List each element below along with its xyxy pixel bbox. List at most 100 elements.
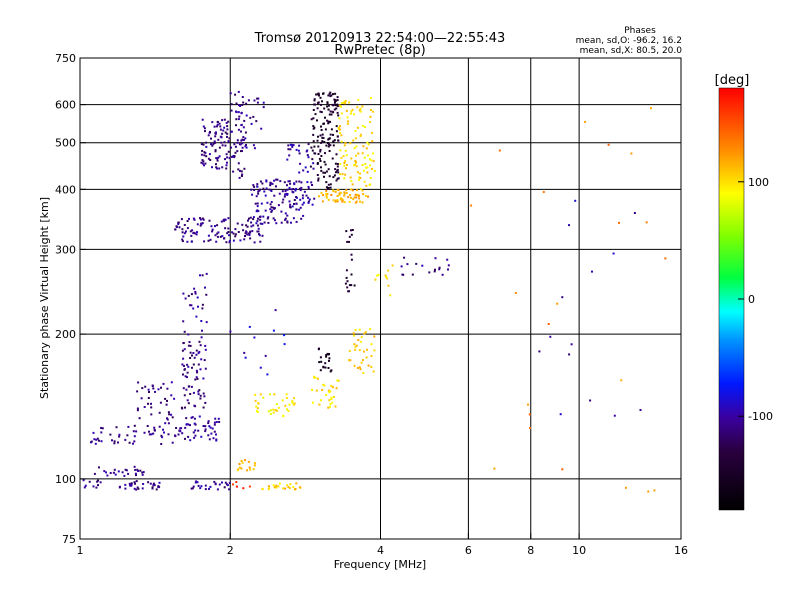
data-point <box>214 482 217 485</box>
data-point <box>177 433 180 436</box>
data-point <box>289 206 292 209</box>
data-point <box>198 389 201 392</box>
data-point <box>589 399 592 402</box>
data-point <box>273 393 276 396</box>
data-point <box>318 403 321 406</box>
data-point <box>217 138 220 141</box>
data-point <box>199 274 201 277</box>
data-point <box>166 417 168 420</box>
data-point <box>329 183 332 186</box>
data-point <box>189 357 192 359</box>
data-point <box>256 185 259 188</box>
data-point <box>258 189 261 192</box>
data-point <box>269 184 272 187</box>
data-point <box>230 130 233 133</box>
data-point <box>257 217 259 220</box>
data-point <box>307 201 310 204</box>
data-point <box>358 328 361 331</box>
data-point <box>210 432 213 435</box>
data-point <box>253 336 256 339</box>
data-point <box>280 210 283 213</box>
data-point <box>361 152 364 155</box>
data-point <box>254 399 257 402</box>
data-point <box>118 433 121 436</box>
data-point <box>320 169 323 172</box>
data-point <box>346 280 349 283</box>
data-point <box>361 105 364 108</box>
data-point <box>353 364 356 367</box>
data-point <box>95 438 98 441</box>
data-point <box>174 228 177 231</box>
data-point <box>620 379 623 382</box>
data-point <box>208 487 210 490</box>
data-point <box>328 92 331 95</box>
data-point <box>101 427 104 430</box>
data-point <box>386 277 389 280</box>
data-point <box>201 274 204 277</box>
data-point <box>259 218 262 221</box>
data-point <box>320 192 323 194</box>
data-point <box>237 162 240 165</box>
data-point <box>268 188 271 191</box>
data-point <box>400 265 403 268</box>
x-tick-label: 2 <box>227 544 234 557</box>
data-point <box>336 379 339 382</box>
data-point <box>328 399 331 402</box>
data-point <box>237 90 240 93</box>
data-point <box>192 217 195 220</box>
data-point <box>317 135 319 138</box>
grid-lines <box>80 58 681 539</box>
data-point <box>367 143 370 146</box>
data-point <box>312 117 315 120</box>
data-point <box>332 140 335 143</box>
data-point <box>228 234 231 237</box>
data-point <box>129 484 132 487</box>
data-point <box>327 187 330 189</box>
data-point <box>289 203 292 206</box>
data-point <box>189 393 192 395</box>
data-point <box>312 133 315 136</box>
data-point <box>141 473 144 476</box>
y-tick-label: 400 <box>55 183 76 196</box>
data-point <box>183 232 186 235</box>
data-point <box>165 403 168 406</box>
data-point <box>239 239 242 242</box>
data-point <box>336 99 339 102</box>
data-point <box>528 413 531 416</box>
data-point <box>315 389 318 392</box>
data-point <box>237 168 240 171</box>
data-point <box>272 329 275 332</box>
data-point <box>93 438 96 441</box>
data-point <box>402 273 405 276</box>
data-point <box>284 404 287 407</box>
data-point <box>220 220 223 223</box>
data-point <box>258 233 260 236</box>
data-point <box>645 221 648 224</box>
data-point <box>229 92 232 95</box>
data-point <box>441 273 444 276</box>
data-point <box>250 225 253 228</box>
data-point <box>299 206 302 209</box>
data-point <box>218 146 221 149</box>
data-point <box>226 135 228 138</box>
data-point <box>243 351 246 354</box>
data-point <box>369 97 372 99</box>
data-point <box>194 481 197 484</box>
stats-line-x: mean, sd,X: 80.5, 20.0 <box>580 46 683 56</box>
data-point <box>253 185 256 188</box>
data-point <box>202 406 205 409</box>
data-point <box>320 125 322 128</box>
data-point <box>234 228 237 231</box>
data-point <box>406 263 409 266</box>
data-point <box>137 381 140 384</box>
data-point <box>343 144 346 147</box>
data-point <box>259 222 262 225</box>
data-point <box>312 140 315 143</box>
data-point <box>313 145 316 148</box>
data-point <box>191 487 194 490</box>
data-point <box>222 219 225 222</box>
data-point <box>142 483 145 485</box>
data-point <box>249 216 252 219</box>
data-point <box>334 168 337 171</box>
data-point <box>270 210 273 213</box>
